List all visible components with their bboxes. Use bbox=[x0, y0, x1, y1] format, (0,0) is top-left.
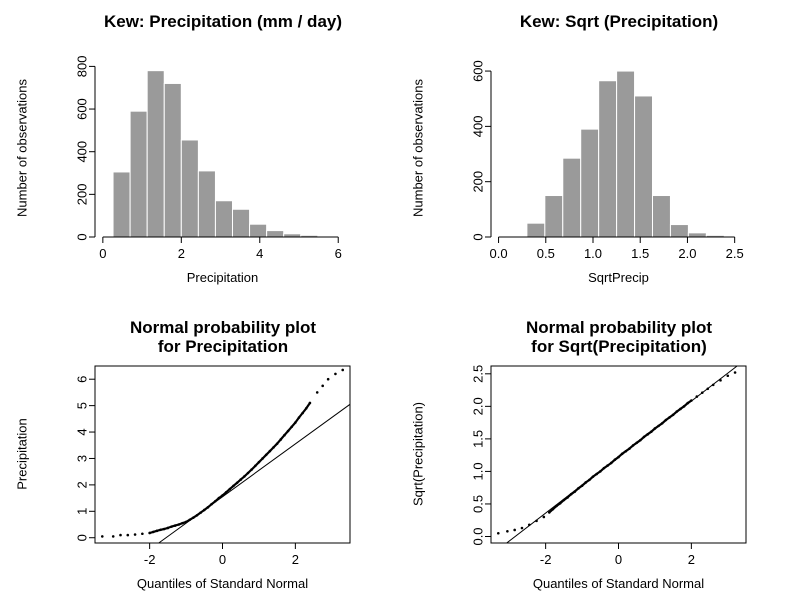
svg-text:5: 5 bbox=[75, 402, 90, 409]
svg-text:1.5: 1.5 bbox=[471, 430, 486, 448]
svg-text:0.5: 0.5 bbox=[537, 246, 555, 261]
x-axis-label: Precipitation bbox=[186, 270, 259, 285]
svg-text:6: 6 bbox=[75, 376, 90, 383]
chart-title-line: Normal probability plot bbox=[525, 318, 713, 337]
svg-text:0: 0 bbox=[99, 246, 106, 261]
x-axis-label: SqrtPrecip bbox=[588, 270, 649, 285]
svg-text:0.0: 0.0 bbox=[471, 527, 486, 545]
svg-text:4: 4 bbox=[75, 428, 90, 435]
svg-text:0: 0 bbox=[615, 552, 622, 567]
svg-text:1.0: 1.0 bbox=[584, 246, 602, 261]
panel-hist-precipitation: Kew: Precipitation (mm / day) Number of … bbox=[0, 0, 396, 306]
svg-text:1: 1 bbox=[75, 508, 90, 515]
svg-text:200: 200 bbox=[75, 183, 90, 205]
svg-text:2.0: 2.0 bbox=[678, 246, 696, 261]
svg-text:0: 0 bbox=[219, 552, 226, 567]
panel-qq-precipitation: Normal probability plot for Precipitatio… bbox=[0, 306, 396, 612]
svg-text:0: 0 bbox=[75, 534, 90, 541]
svg-text:2: 2 bbox=[292, 552, 299, 567]
chart-title: Kew: Sqrt (Precipitation) bbox=[456, 12, 782, 31]
svg-text:400: 400 bbox=[471, 116, 486, 138]
panel-qq-sqrt-precipitation: Normal probability plot for Sqrt(Precipi… bbox=[396, 306, 792, 612]
hist-sqrt-precipitation-plot: 0.0 0.5 1.0 1.5 2.0 2.5 0 200 400 600 bbox=[471, 60, 744, 261]
hist-precipitation-plot: 0 2 4 6 0 200 400 600 800 bbox=[75, 56, 342, 261]
svg-text:-2: -2 bbox=[144, 552, 156, 567]
svg-text:-2: -2 bbox=[540, 552, 552, 567]
chart-title: Normal probability plot for Precipitatio… bbox=[60, 318, 386, 356]
svg-text:2: 2 bbox=[688, 552, 695, 567]
svg-text:2.5: 2.5 bbox=[471, 365, 486, 383]
svg-text:1.0: 1.0 bbox=[471, 462, 486, 480]
svg-text:0: 0 bbox=[471, 233, 486, 240]
svg-text:0.0: 0.0 bbox=[490, 246, 508, 261]
qq-precipitation-plot: -2 0 2 0 1 2 3 4 5 6 bbox=[75, 365, 351, 567]
chart-title-line: Kew: Sqrt (Precipitation) bbox=[519, 12, 719, 31]
chart-title: Normal probability plot for Sqrt(Precipi… bbox=[456, 318, 782, 356]
svg-text:2: 2 bbox=[178, 246, 185, 261]
svg-text:800: 800 bbox=[75, 56, 90, 78]
svg-text:2.0: 2.0 bbox=[471, 397, 486, 415]
chart-title-line: for Sqrt(Precipitation) bbox=[531, 337, 707, 356]
svg-text:200: 200 bbox=[471, 171, 486, 193]
chart-title-line: Kew: Precipitation (mm / day) bbox=[103, 12, 343, 31]
chart-title-line: Normal probability plot bbox=[129, 318, 317, 337]
panel-hist-sqrt-precipitation: Kew: Sqrt (Precipitation) Number of obse… bbox=[396, 0, 792, 306]
svg-text:2.5: 2.5 bbox=[726, 246, 744, 261]
x-axis-label: Quantiles of Standard Normal bbox=[136, 576, 309, 591]
svg-text:600: 600 bbox=[75, 98, 90, 120]
svg-text:4: 4 bbox=[256, 246, 263, 261]
svg-text:2: 2 bbox=[75, 481, 90, 488]
chart-title-line: for Precipitation bbox=[157, 337, 289, 356]
svg-text:1.5: 1.5 bbox=[631, 246, 649, 261]
chart-title: Kew: Precipitation (mm / day) bbox=[60, 12, 386, 31]
svg-text:3: 3 bbox=[75, 455, 90, 462]
svg-text:0: 0 bbox=[75, 233, 90, 240]
svg-text:6: 6 bbox=[335, 246, 342, 261]
svg-text:0.5: 0.5 bbox=[471, 495, 486, 513]
qq-sqrt-precipitation-plot: -2 0 2 0.0 0.5 1.0 1.5 2.0 2.5 bbox=[471, 365, 747, 567]
x-axis-label: Quantiles of Standard Normal bbox=[532, 576, 705, 591]
svg-text:400: 400 bbox=[75, 141, 90, 163]
svg-text:600: 600 bbox=[471, 60, 486, 82]
